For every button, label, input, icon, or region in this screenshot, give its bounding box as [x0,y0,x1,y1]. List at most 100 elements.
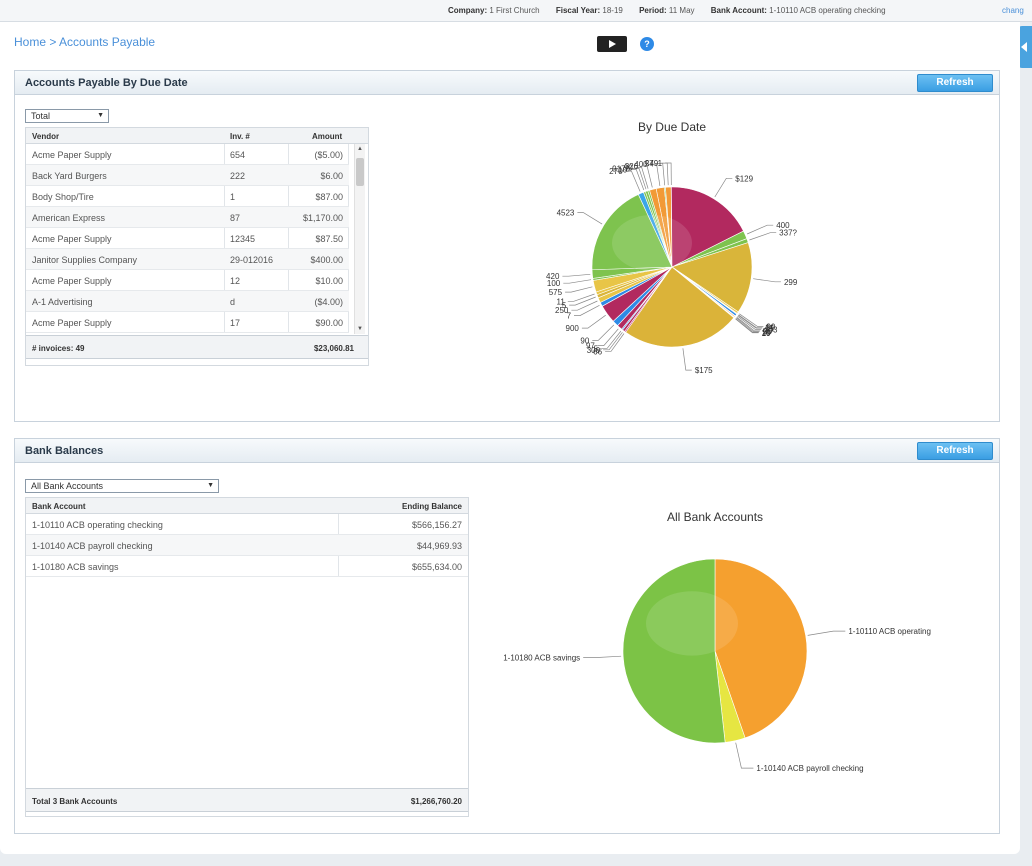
ap-grid-footer: # invoices: 49 $23,060.81 [26,335,368,359]
table-row[interactable]: A-1 Advertising d ($4.00) [26,291,349,312]
column-divider [348,144,349,333]
pie-slice[interactable] [714,558,808,739]
pie-slice-label: 300 [587,346,601,355]
collapse-arrow-icon[interactable] [1018,26,1032,68]
table-row[interactable]: Acme Paper Supply 12345 $87.50 [26,228,349,249]
ap-grid-scrollbar[interactable]: ▲ ▼ [354,144,365,334]
pie-slice[interactable] [591,194,673,271]
invoice-cell: 654 [230,150,246,160]
table-row[interactable]: 1-10110 ACB operating checking $566,156.… [26,514,468,535]
amount-cell: $10.00 [315,276,343,286]
bank-col-balance[interactable]: Ending Balance [401,502,462,511]
chart-title: By Due Date [638,120,706,134]
vendor-cell: Acme Paper Supply [32,234,112,244]
pie-slice[interactable] [622,558,726,744]
pie-label-connector [571,300,598,311]
pie-slice-label: 90 [624,164,633,173]
pie-slice-label: 4523 [557,209,575,218]
pie-label-connector [569,296,596,306]
pie-label-connector [807,630,846,636]
period-value: 11 May [668,6,695,15]
pie-label-connector [603,332,623,351]
pie-slice-label: 1 [658,159,663,168]
ap-filter-select[interactable]: Total ▼ [25,109,109,123]
table-row[interactable]: Janitor Supplies Company 29-012016 $400.… [26,249,349,270]
pie-slice-label: 400 [634,160,648,169]
bank-col-account[interactable]: Bank Account [32,502,86,511]
help-icon[interactable]: ? [640,37,654,51]
vendor-cell: Body Shop/Tire [32,192,94,202]
pie-label-connector [633,168,647,190]
ap-col-invoice[interactable]: Inv. # [230,132,250,141]
ap-col-amount[interactable]: Amount [312,132,343,141]
bank-total: $1,266,760.20 [410,797,462,806]
pie-slice[interactable] [671,242,753,313]
amount-cell: ($5.00) [314,150,343,160]
ap-grid: Vendor Inv. # Amount Acme Paper Supply 6… [25,127,369,366]
bank-panel: Bank Balances Refresh All Bank Accounts … [14,438,1000,834]
pie-slice-label: 97 [586,342,595,351]
balance-cell: $44,969.93 [416,541,462,551]
pie-label-connector [714,177,733,198]
pie-label-connector [635,167,649,189]
pie-label-connector [581,314,606,329]
bank-refresh-button[interactable]: Refresh [917,442,993,460]
ap-panel: Accounts Payable By Due Date Refresh Tot… [14,70,1000,422]
table-row[interactable]: Acme Paper Supply 654 ($5.00) [26,144,349,165]
bank-grid-header: Bank Account Ending Balance [26,498,468,514]
pie-label-connector [641,165,653,188]
pie-label-connector [597,328,619,346]
table-row[interactable]: 1-10180 ACB savings $655,634.00 [26,556,468,577]
breadcrumb-home-link[interactable]: Home [14,35,47,49]
invoice-cell: 1 [230,192,236,202]
pie-slice-label: 250 [555,306,569,315]
company-label: Company: [448,6,488,15]
amount-cell: $87.00 [315,192,343,202]
table-row[interactable]: American Express 87 $1,170.00 [26,207,349,228]
chevron-down-icon: ▼ [97,112,104,119]
pie-slice[interactable] [671,186,744,268]
pie-label-connector [567,293,595,302]
pie-slice-label: 20 [763,327,772,336]
pie-slice[interactable] [649,188,673,268]
column-divider [288,144,289,333]
bank-count-label: Total 3 Bank Accounts [32,797,118,806]
change-context-link[interactable]: chang [1002,6,1024,15]
ap-refresh-button[interactable]: Refresh [917,74,993,92]
table-row[interactable]: Acme Paper Supply 12 $10.00 [26,270,349,291]
table-row[interactable]: Back Yard Burgers 222 $6.00 [26,165,349,186]
pie-label-connector [665,162,672,186]
bank-filter-select[interactable]: All Bank Accounts ▼ [25,479,219,493]
pie-slice-label: 11 [557,297,566,306]
scroll-up-icon[interactable]: ▲ [357,146,363,152]
pie-label-connector [738,315,763,329]
bank-grid: Bank Account Ending Balance 1-10110 ACB … [25,497,469,817]
pie-slice-label: 5 [562,301,567,310]
play-video-icon[interactable] [597,36,627,52]
scroll-thumb[interactable] [356,158,364,186]
bank-panel-header: Bank Balances Refresh [15,439,999,463]
ap-filter-value: Total [31,111,51,121]
invoice-cell: 222 [230,171,246,181]
pie-label-connector [746,224,774,235]
pie-slice-label: 55 [763,328,772,337]
scroll-down-icon[interactable]: ▼ [357,326,363,332]
pie-slice-label: 575 [549,288,563,297]
pie-slice-label: 90 [580,336,589,345]
pie-slice-label: 29 [762,328,771,337]
pie-slice-label: 420 [546,272,560,281]
table-row[interactable]: 1-10140 ACB payroll checking $44,969.93 [26,535,468,556]
pie-label-connector [605,333,625,352]
invoice-cell: 12345 [230,234,256,244]
bank-panel-title: Bank Balances [25,445,104,457]
pie-highlight [612,215,692,271]
pie-label-connector [736,317,761,332]
pie-slice-label: 103 [764,325,778,334]
balance-cell: $655,634.00 [411,562,462,572]
ap-col-vendor[interactable]: Vendor [32,132,60,141]
table-row[interactable]: Acme Paper Supply 17 $90.00 [26,312,349,333]
table-row[interactable]: Body Shop/Tire 1 $87.00 [26,186,349,207]
pie-slice[interactable] [625,266,735,348]
bank-account-value: 1-10110 ACB operating checking [769,6,886,15]
pie-slice-label: 10 [762,329,771,338]
